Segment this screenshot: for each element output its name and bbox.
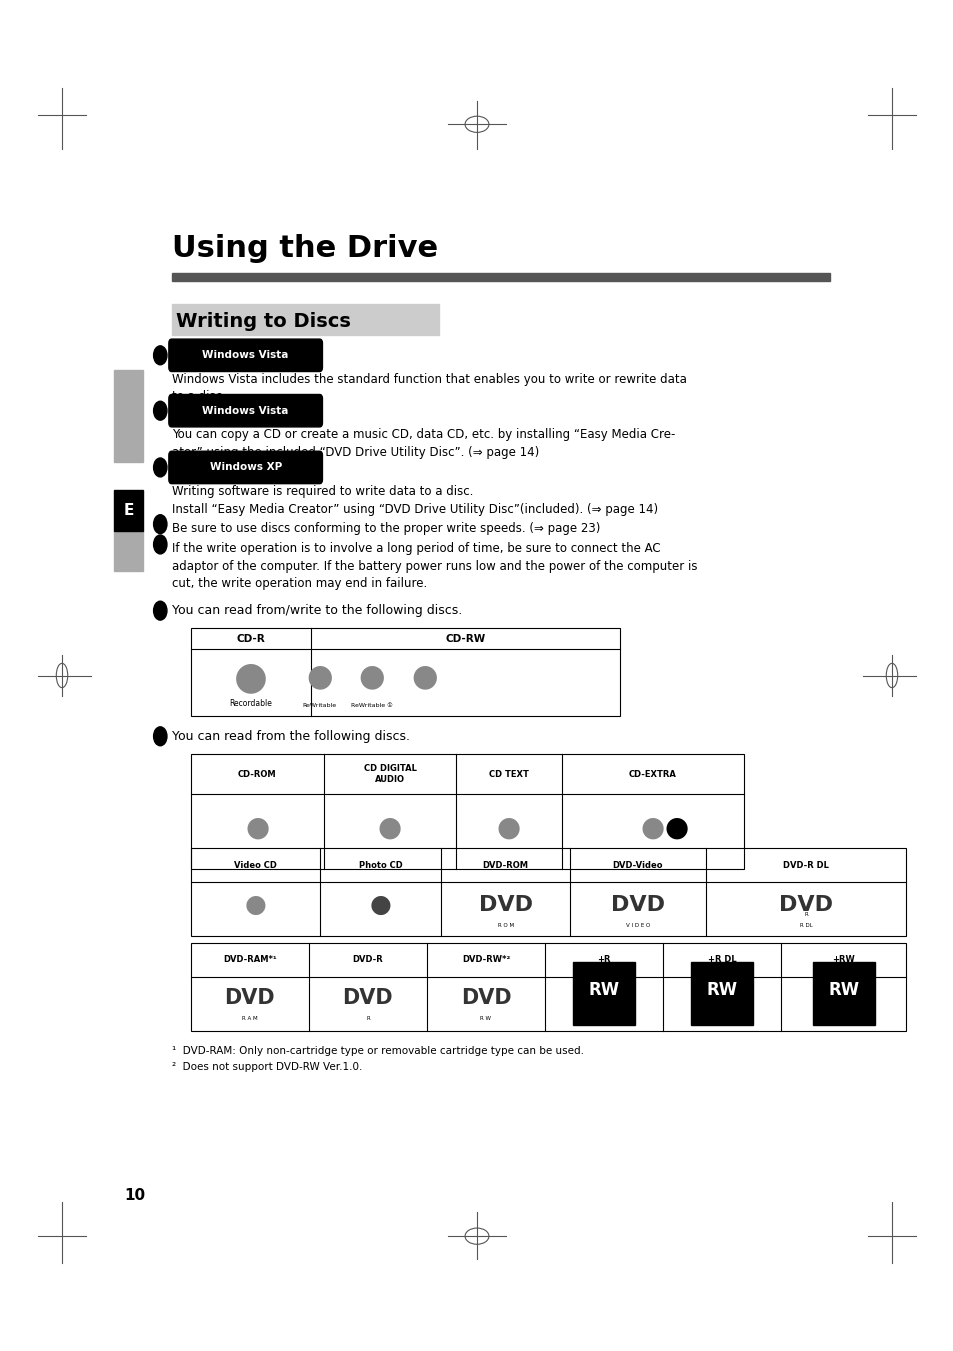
Text: ●: ●	[640, 813, 664, 842]
Circle shape	[153, 535, 167, 554]
Bar	[191, 754, 743, 869]
Text: CD-R: CD-R	[236, 634, 265, 643]
Text: R

R DL: R R DL	[799, 912, 812, 928]
Text: ReWritable: ReWritable	[302, 703, 336, 708]
Text: RW: RW	[827, 981, 859, 998]
Text: +R DL: +R DL	[707, 955, 736, 965]
Text: adaptor of the computer. If the battery power runs low and the power of the comp: adaptor of the computer. If the battery …	[172, 559, 697, 573]
Text: ●: ●	[358, 662, 385, 692]
Text: DVD+ReWritable: DVD+ReWritable	[822, 1021, 863, 1027]
Circle shape	[153, 601, 167, 620]
Bar	[114, 370, 143, 462]
Circle shape	[153, 727, 167, 746]
Text: DVD-R DL: DVD-R DL	[782, 861, 828, 870]
Text: Video CD: Video CD	[233, 861, 276, 870]
Text: Writing to Discs: Writing to Discs	[176, 312, 351, 331]
Text: CD DIGITAL
AUDIO: CD DIGITAL AUDIO	[363, 765, 416, 784]
Bar	[191, 628, 619, 716]
Text: DVD: DVD	[460, 989, 511, 1008]
Text: V I D E O: V I D E O	[625, 923, 649, 928]
Text: DVD: DVD	[342, 989, 393, 1008]
FancyBboxPatch shape	[169, 451, 322, 484]
Text: Install “Easy Media Creator” using “DVD Drive Utility Disc”(included). (⇒ page 1: Install “Easy Media Creator” using “DVD …	[172, 503, 658, 516]
Text: ●: ●	[377, 813, 402, 842]
Text: ●: ●	[245, 813, 269, 842]
Text: CD-EXTRA: CD-EXTRA	[628, 770, 676, 778]
Text: ●: ●	[664, 813, 688, 842]
Text: Be sure to use discs conforming to the proper write speeds. (⇒ page 23): Be sure to use discs conforming to the p…	[172, 521, 599, 535]
Bar	[172, 304, 438, 335]
Bar	[114, 531, 143, 571]
Text: DVD+R DL: DVD+R DL	[708, 1021, 735, 1027]
Circle shape	[153, 346, 167, 365]
Text: ator” using the included “DVD Drive Utility Disc”. (⇒ page 14): ator” using the included “DVD Drive Util…	[172, 446, 538, 459]
Bar	[191, 848, 905, 936]
Text: +R: +R	[597, 955, 610, 965]
Text: cut, the write operation may end in failure.: cut, the write operation may end in fail…	[172, 577, 427, 590]
Text: CD TEXT: CD TEXT	[489, 770, 528, 778]
Text: Windows XP: Windows XP	[210, 462, 281, 473]
Text: Windows Vista includes the standard function that enables you to write or rewrit: Windows Vista includes the standard func…	[172, 373, 686, 386]
Bar	[573, 962, 635, 1025]
Text: DVD-ROM: DVD-ROM	[482, 861, 528, 870]
Text: CD-RW: CD-RW	[445, 634, 485, 643]
Text: ●: ●	[233, 658, 268, 696]
Text: You can copy a CD or create a music CD, data CD, etc. by installing “Easy Media : You can copy a CD or create a music CD, …	[172, 428, 675, 442]
Text: RW: RW	[588, 981, 618, 998]
Text: +RW: +RW	[831, 955, 854, 965]
Text: Photo CD: Photo CD	[358, 861, 402, 870]
Circle shape	[153, 458, 167, 477]
Text: You can read from the following discs.: You can read from the following discs.	[172, 730, 409, 743]
Text: CD-ROM: CD-ROM	[237, 770, 276, 778]
Text: DVD: DVD	[224, 989, 274, 1008]
Text: R W: R W	[480, 1016, 491, 1021]
FancyBboxPatch shape	[169, 339, 322, 372]
Text: DVD: DVD	[779, 896, 832, 915]
FancyBboxPatch shape	[169, 394, 322, 427]
Text: R O M: R O M	[497, 923, 513, 928]
Text: Recordable: Recordable	[230, 698, 272, 708]
Text: 10: 10	[124, 1188, 145, 1204]
Text: Windows Vista: Windows Vista	[202, 405, 289, 416]
Circle shape	[153, 515, 167, 534]
Text: If the write operation is to involve a long period of time, be sure to connect t: If the write operation is to involve a l…	[172, 542, 659, 555]
Text: DVD-R: DVD-R	[353, 955, 383, 965]
Text: DVD-RW*²: DVD-RW*²	[461, 955, 510, 965]
Text: DVD: DVD	[610, 896, 664, 915]
Text: ReWritable ①: ReWritable ①	[351, 703, 393, 708]
Bar	[114, 490, 143, 531]
Bar	[172, 273, 829, 281]
Text: ●: ●	[369, 893, 391, 917]
Text: ●: ●	[497, 813, 520, 842]
Text: E: E	[124, 503, 133, 519]
Text: DVD-Video: DVD-Video	[612, 861, 662, 870]
Bar	[812, 962, 874, 1025]
Text: DVD+R: DVD+R	[595, 1021, 613, 1027]
Text: You can read from/write to the following discs.: You can read from/write to the following…	[172, 604, 461, 617]
Circle shape	[153, 401, 167, 420]
Text: DVD-RAM*¹: DVD-RAM*¹	[223, 955, 276, 965]
Text: R A M: R A M	[242, 1016, 257, 1021]
Text: ●: ●	[411, 662, 437, 692]
Bar	[690, 962, 752, 1025]
Text: DVD: DVD	[478, 896, 532, 915]
Text: R: R	[366, 1016, 370, 1021]
Bar	[191, 943, 905, 1031]
Text: ²  Does not support DVD-RW Ver.1.0.: ² Does not support DVD-RW Ver.1.0.	[172, 1062, 362, 1071]
Text: to a disc.: to a disc.	[172, 390, 225, 404]
Text: ●: ●	[244, 893, 266, 917]
Text: Using the Drive: Using the Drive	[172, 235, 437, 263]
Text: Writing software is required to write data to a disc.: Writing software is required to write da…	[172, 485, 473, 499]
Text: Windows Vista: Windows Vista	[202, 350, 289, 361]
Text: ¹  DVD-RAM: Only non-cartridge type or removable cartridge type can be used.: ¹ DVD-RAM: Only non-cartridge type or re…	[172, 1046, 583, 1055]
Text: RW: RW	[706, 981, 737, 998]
Text: ●: ●	[306, 662, 333, 692]
